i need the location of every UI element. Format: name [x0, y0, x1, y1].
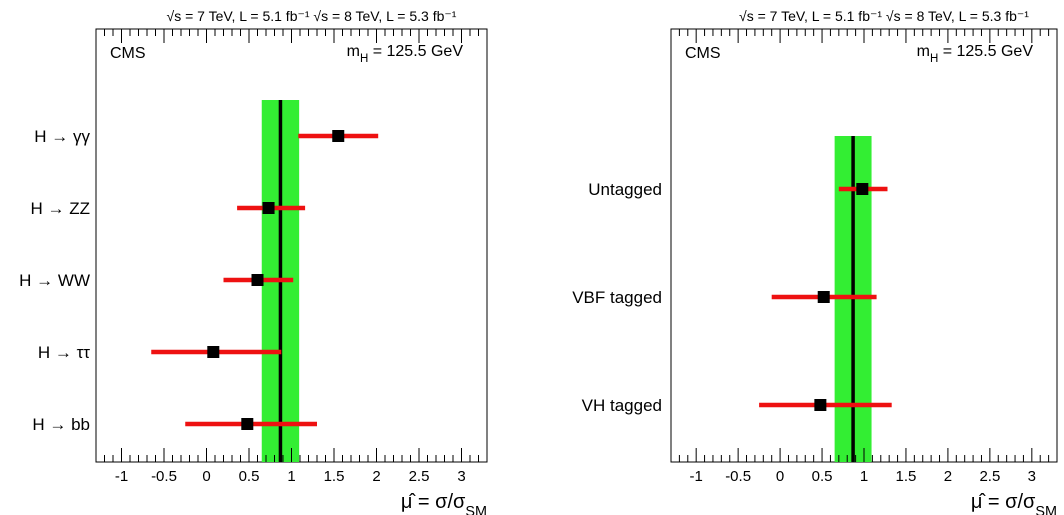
- data-point: [856, 183, 869, 195]
- x-tick-label: 1.5: [896, 468, 917, 485]
- x-tick-label: 3: [1028, 468, 1036, 485]
- data-point: [262, 202, 275, 214]
- category-label: H → ZZ: [31, 199, 91, 218]
- data-point: [814, 399, 827, 411]
- x-axis-title: μ̂ = σ/σSM: [971, 491, 1057, 515]
- category-label: VBF tagged: [572, 288, 662, 307]
- category-label: H → bb: [32, 415, 90, 434]
- experiment-label: CMS: [685, 45, 721, 62]
- experiment-label: CMS: [110, 45, 146, 62]
- mass-label: mH = 125.5 GeV: [347, 43, 464, 65]
- x-axis-title: μ̂ = σ/σSM: [401, 491, 487, 515]
- x-tick-label: 1: [287, 468, 295, 485]
- x-tick-label: 0.5: [239, 468, 260, 485]
- x-tick-label: 1: [860, 468, 868, 485]
- x-tick-label: 0.5: [812, 468, 833, 485]
- data-point: [207, 346, 220, 358]
- x-tick-label: 2: [372, 468, 380, 485]
- x-tick-label: 0: [202, 468, 210, 485]
- x-tick-label: -1: [115, 468, 128, 485]
- x-tick-label: 0: [776, 468, 784, 485]
- data-point: [251, 274, 264, 286]
- chart-panel-2: √s = 7 TeV, L = 5.1 fb⁻¹ √s = 8 TeV, L =…: [572, 8, 1058, 515]
- x-tick-label: -0.5: [151, 468, 177, 485]
- x-tick-label: 1.5: [324, 468, 345, 485]
- data-point: [241, 418, 254, 430]
- x-tick-label: -0.5: [725, 468, 751, 485]
- header-label: √s = 7 TeV, L = 5.1 fb⁻¹ √s = 8 TeV, L =…: [739, 8, 1029, 24]
- category-label: VH tagged: [582, 396, 662, 415]
- chart-panel-1: √s = 7 TeV, L = 5.1 fb⁻¹ √s = 8 TeV, L =…: [19, 8, 488, 515]
- category-label: H → WW: [19, 271, 90, 290]
- x-tick-label: -1: [690, 468, 703, 485]
- x-tick-label: 2.5: [409, 468, 430, 485]
- data-point: [332, 130, 345, 142]
- category-label: Untagged: [588, 180, 662, 199]
- header-label: √s = 7 TeV, L = 5.1 fb⁻¹ √s = 8 TeV, L =…: [167, 8, 457, 24]
- data-point: [817, 291, 830, 303]
- mass-label: mH = 125.5 GeV: [917, 43, 1034, 65]
- x-tick-label: 2: [944, 468, 952, 485]
- x-tick-label: 3: [457, 468, 465, 485]
- x-tick-label: 2.5: [979, 468, 1000, 485]
- category-label: H → ττ: [38, 343, 90, 362]
- category-label: H → γγ: [34, 127, 90, 146]
